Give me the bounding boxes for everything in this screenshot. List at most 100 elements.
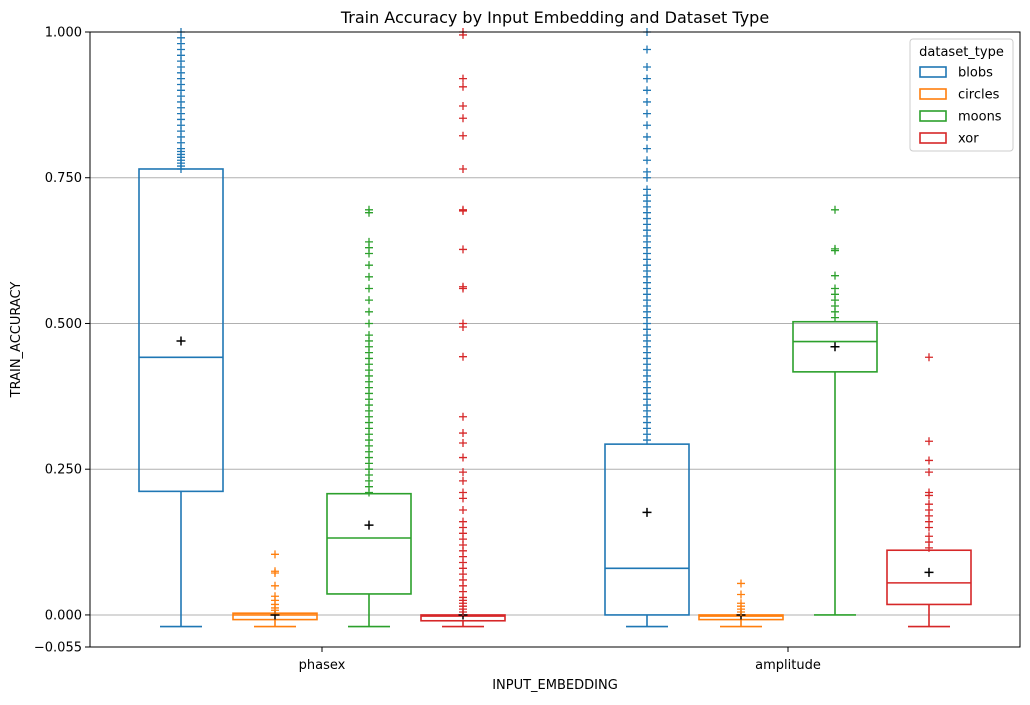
legend-label: blobs <box>958 66 993 81</box>
y-tick-label: 0.250 <box>45 463 82 478</box>
box-circles-phasex <box>232 550 318 628</box>
outlier-point <box>365 331 373 340</box>
y-tick-label: 1.000 <box>45 26 82 41</box>
iqr-box <box>138 168 224 493</box>
x-tick-label: phasex <box>299 658 346 673</box>
outlier-point <box>365 237 373 246</box>
outlier-point <box>365 205 373 214</box>
outlier-point <box>737 590 745 599</box>
outlier-point <box>459 282 467 291</box>
outlier-point <box>365 272 373 281</box>
outlier-point <box>459 476 467 485</box>
mean-marker <box>176 336 186 346</box>
mean-marker <box>364 520 374 530</box>
outlier-point <box>459 429 467 438</box>
mean-marker <box>830 342 840 352</box>
outlier-point <box>831 271 839 280</box>
outlier-point <box>365 284 373 293</box>
outlier-point <box>459 74 467 83</box>
outlier-point <box>459 114 467 123</box>
legend-item-circles: circles <box>919 88 1000 103</box>
iqr-box <box>792 320 878 373</box>
outlier-point <box>643 62 651 71</box>
iqr-box <box>886 549 972 606</box>
mean-marker <box>924 567 934 577</box>
legend-title: dataset_type <box>919 45 1004 60</box>
outlier-point <box>459 319 467 328</box>
outlier-point <box>365 307 373 316</box>
outlier-point <box>925 488 933 497</box>
box-series <box>138 28 972 628</box>
outlier-point <box>271 550 279 559</box>
outlier-point <box>365 296 373 305</box>
outlier-point <box>271 581 279 590</box>
outlier-point <box>643 121 651 130</box>
outlier-point <box>643 132 651 141</box>
outlier-point <box>365 319 373 328</box>
iqr-box <box>326 492 412 595</box>
outlier-point <box>925 500 933 509</box>
outlier-point <box>271 567 279 576</box>
y-tick-label: 0.750 <box>45 171 82 186</box>
legend-item-blobs: blobs <box>919 66 993 81</box>
outlier-point <box>643 97 651 106</box>
box-xor-phasex <box>420 28 506 628</box>
outlier-point <box>459 453 467 462</box>
outlier-point <box>643 109 651 118</box>
outlier-point <box>831 284 839 293</box>
outlier-point <box>831 244 839 253</box>
box-moons-amplitude <box>792 205 878 616</box>
box-circles-amplitude <box>698 579 784 628</box>
outlier-point <box>459 438 467 447</box>
x-axis-label: INPUT_EMBEDDING <box>492 678 618 693</box>
y-axis-label: TRAIN_ACCURACY <box>9 282 24 399</box>
box-xor-amplitude <box>886 353 972 628</box>
outlier-point <box>831 205 839 214</box>
outlier-point <box>459 205 467 214</box>
outlier-point <box>643 167 651 176</box>
legend-label: xor <box>958 132 979 147</box>
outlier-point <box>643 185 651 194</box>
outlier-point <box>459 412 467 421</box>
outlier-point <box>737 599 745 608</box>
outlier-point <box>459 102 467 111</box>
outlier-point <box>925 532 933 541</box>
outlier-point <box>925 456 933 465</box>
outlier-point <box>459 506 467 515</box>
y-tick-label: 0.500 <box>45 317 82 332</box>
chart-title: Train Accuracy by Input Embedding and Da… <box>340 8 769 27</box>
box-blobs-amplitude <box>604 28 690 628</box>
outlier-point <box>459 82 467 91</box>
legend-item-moons: moons <box>919 110 1002 125</box>
outlier-point <box>737 579 745 588</box>
outlier-point <box>459 517 467 526</box>
outlier-point <box>643 74 651 83</box>
outlier-point <box>459 131 467 140</box>
outlier-point <box>459 488 467 497</box>
legend-item-xor: xor <box>919 132 979 147</box>
outlier-point <box>925 468 933 477</box>
x-tick-label: amplitude <box>755 658 821 673</box>
y-tick-label: −0.055 <box>34 641 82 656</box>
x-axis-ticks: phasex amplitude <box>299 647 821 673</box>
outlier-point <box>459 164 467 173</box>
outlier-point <box>643 86 651 95</box>
iqr-box <box>604 443 690 616</box>
legend-swatch <box>919 110 947 122</box>
box-moons-phasex <box>326 205 412 628</box>
outlier-point <box>643 156 651 165</box>
outlier-point <box>459 468 467 477</box>
y-axis-ticks: −0.055 0.000 0.250 0.500 0.750 1.000 <box>34 26 90 656</box>
mean-marker <box>642 507 652 517</box>
outlier-point <box>925 353 933 362</box>
outlier-point <box>643 144 651 153</box>
plot-frame <box>89 31 1021 648</box>
outlier-point <box>271 592 279 601</box>
legend: dataset_type blobs circles moons xor <box>909 38 1014 152</box>
gridlines <box>90 177 1020 616</box>
outlier-point <box>459 245 467 254</box>
outlier-point <box>925 437 933 446</box>
outlier-point <box>459 352 467 361</box>
